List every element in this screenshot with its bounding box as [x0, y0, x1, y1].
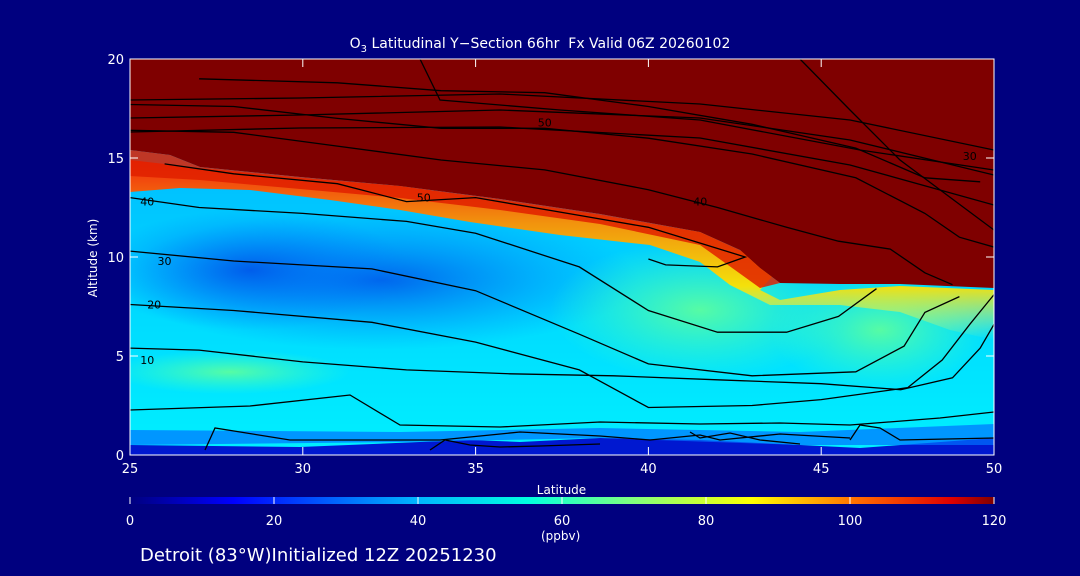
contour-line-40 [130, 196, 877, 333]
contour-line-30 [130, 250, 960, 377]
contour-label: 40 [140, 196, 154, 209]
footer-annotation: Detroit (83°W)Initialized 12Z 20251230 [140, 545, 497, 566]
contour-line-30 [199, 78, 981, 183]
contour-lines [130, 59, 994, 451]
colorbar-tick-label: 60 [554, 514, 571, 529]
y-tick-label: 20 [107, 53, 124, 68]
colorbar-unit-label: (ppbv) [541, 529, 581, 543]
colorbar-ticks: 0 20 40 60 80 100 120 [126, 497, 1007, 529]
x-tick-label: 35 [467, 462, 484, 477]
x-tick-label: 40 [640, 462, 657, 477]
colorbar-tick-label: 0 [126, 514, 134, 529]
colorbar-tick-label: 20 [266, 514, 283, 529]
contour-line-40 [130, 129, 953, 286]
y-axis-label: Altitude (km) [86, 218, 100, 298]
y-tick-label: 5 [116, 350, 124, 365]
y-axis: 0 5 10 15 20 [107, 53, 994, 464]
x-tick-label: 30 [295, 462, 312, 477]
x-tick-label: 50 [986, 462, 1003, 477]
chart-title: O3 Latitudinal Y−Section 66hr Fx Valid 0… [349, 36, 731, 55]
contour-line-50 [164, 163, 748, 268]
x-axis: 25 30 35 40 45 50 [122, 59, 1003, 477]
colorbar-tick-label: 40 [410, 514, 427, 529]
y-tick-label: 10 [107, 251, 124, 266]
contour-label: 40 [693, 196, 707, 209]
colorbar-tick-label: 80 [698, 514, 715, 529]
colorbar-tick-label: 120 [982, 514, 1007, 529]
contour-label: 10 [140, 354, 154, 367]
ozone-color-field [130, 59, 994, 455]
x-axis-label: Latitude [536, 483, 587, 497]
contour-line-10 [130, 323, 994, 391]
colorbar-tick-label: 100 [838, 514, 863, 529]
contour-line-20 [130, 294, 994, 409]
contour-label: 50 [538, 116, 552, 129]
contour-label: 50 [417, 192, 431, 205]
contour-label: 20 [147, 299, 161, 312]
contour-label: 30 [158, 255, 172, 268]
contour-label: 30 [963, 150, 977, 163]
y-tick-label: 0 [116, 449, 124, 464]
contour-line-50 [130, 103, 994, 248]
x-tick-label: 25 [122, 462, 139, 477]
x-tick-label: 45 [813, 462, 830, 477]
y-tick-label: 15 [107, 152, 124, 167]
